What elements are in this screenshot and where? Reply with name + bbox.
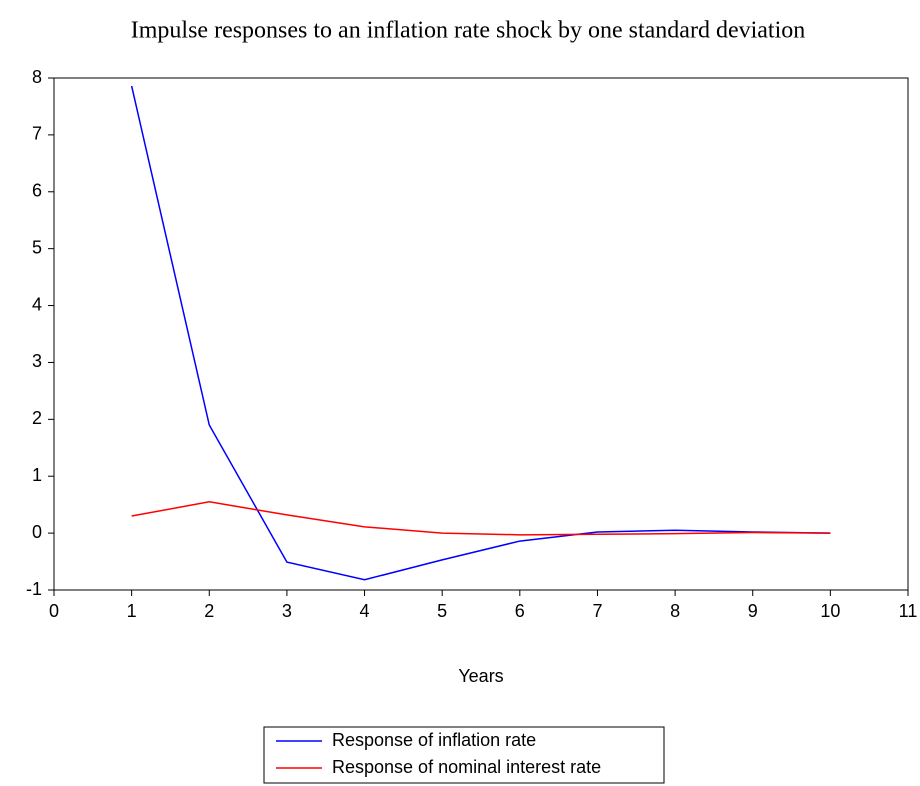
x-tick-label: 7 <box>592 601 602 621</box>
x-tick-label: 4 <box>360 601 370 621</box>
x-tick-label: 10 <box>820 601 840 621</box>
y-tick-label: 8 <box>32 67 42 87</box>
x-tick-label: 1 <box>127 601 137 621</box>
y-tick-label: 2 <box>32 408 42 428</box>
chart-title: Impulse responses to an inflation rate s… <box>131 18 806 44</box>
series-line <box>131 501 831 536</box>
x-axis-label: Years <box>458 666 503 686</box>
y-tick-label: 3 <box>32 351 42 371</box>
y-tick-label: 0 <box>32 522 42 542</box>
x-tick-label: 6 <box>515 601 525 621</box>
x-tick-label: 5 <box>437 601 447 621</box>
legend-box <box>263 726 665 784</box>
y-tick-label: 1 <box>32 465 42 485</box>
y-tick-label: -1 <box>26 579 42 599</box>
x-tick-label: 8 <box>670 601 680 621</box>
plot-frame <box>53 77 909 591</box>
y-tick-label: 5 <box>32 237 42 257</box>
x-tick-label: 11 <box>899 601 918 621</box>
y-tick-label: 4 <box>32 294 42 314</box>
y-tick-label: 7 <box>32 124 42 144</box>
x-tick-label: 9 <box>748 601 758 621</box>
x-tick-label: 2 <box>204 601 214 621</box>
y-tick-label: 6 <box>32 181 42 201</box>
x-tick-label: 0 <box>49 601 59 621</box>
legend-label: Response of nominal interest rate <box>332 757 601 777</box>
series-line <box>130 85 831 581</box>
legend-label: Response of inflation rate <box>332 730 536 750</box>
x-tick-label: 3 <box>282 601 292 621</box>
